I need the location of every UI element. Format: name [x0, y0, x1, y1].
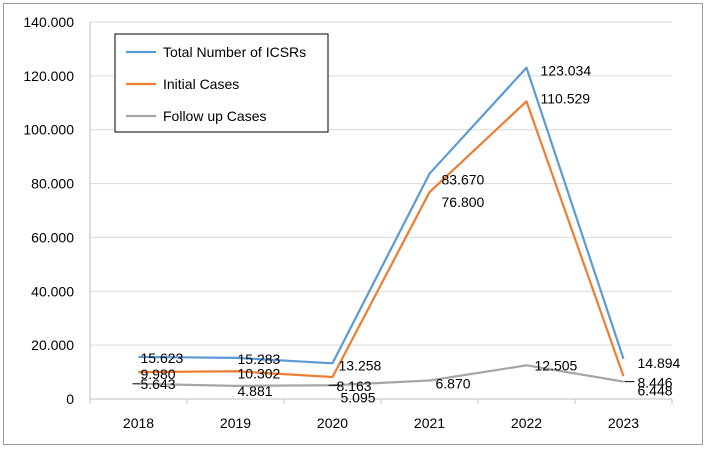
data-label: 13.258 — [339, 357, 382, 373]
data-label: 76.800 — [442, 194, 485, 210]
legend-entry-1: Initial Cases — [163, 76, 239, 92]
y-tick-label: 40.000 — [31, 283, 74, 299]
x-tick-label: 2022 — [511, 415, 542, 431]
y-tick-label: 0 — [66, 391, 74, 407]
x-tick-label: 2019 — [220, 415, 251, 431]
data-label: 10.302 — [238, 365, 281, 381]
data-label: 4.881 — [238, 383, 273, 399]
data-label: 8.163 — [337, 378, 372, 394]
legend: Total Number of ICSRs Initial Cases Follow… — [114, 33, 329, 133]
x-axis-ticks: 2018 2019 2020 2021 2022 2023 — [123, 415, 639, 431]
data-label: 12.505 — [535, 357, 578, 373]
data-label: 83.670 — [442, 172, 485, 188]
x-tick-label: 2018 — [123, 415, 154, 431]
data-label: 6.448 — [638, 383, 673, 399]
x-tick-label: 2020 — [317, 415, 348, 431]
data-label: 110.529 — [541, 90, 591, 106]
legend-entry-2: Follow up Cases — [163, 108, 267, 124]
data-label: 8.446 — [638, 374, 673, 390]
legend-entry-0: Total Number of ICSRs — [163, 44, 306, 60]
y-tick-label: 20.000 — [31, 337, 74, 353]
data-label: 14.894 — [638, 355, 681, 371]
x-tick-label: 2021 — [414, 415, 445, 431]
y-tick-label: 100.000 — [23, 122, 74, 138]
y-tick-label: 60.000 — [31, 229, 74, 245]
data-label: 15.283 — [238, 351, 281, 367]
data-label: 5.095 — [341, 389, 376, 405]
y-tick-label: 140.000 — [23, 14, 74, 30]
series-line-2 — [138, 364, 624, 387]
y-axis-ticks: 0 20.000 40.000 60.000 80.000 100.000 120.000 1… — [23, 14, 74, 407]
data-label: 15.623 — [141, 350, 184, 366]
y-tick-label: 120.000 — [23, 68, 74, 84]
axes — [89, 22, 673, 404]
series-line-1 — [138, 100, 625, 379]
x-tick-label: 2023 — [608, 415, 639, 431]
data-labels: 15.623 15.283 13.258 83.670 123.034 14.894 9.9… — [132, 63, 681, 405]
data-label: 5.643 — [141, 376, 176, 392]
series-lines — [138, 66, 625, 387]
data-label: 9.980 — [141, 366, 176, 382]
data-label: 123.034 — [541, 63, 592, 79]
data-label: 6.870 — [436, 376, 471, 392]
y-tick-label: 80.000 — [31, 176, 74, 192]
series-line-0 — [138, 66, 625, 365]
